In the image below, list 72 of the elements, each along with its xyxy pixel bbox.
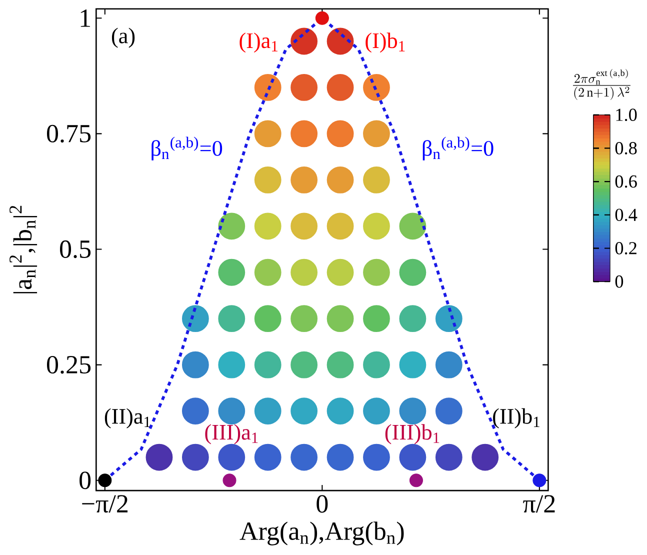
point xyxy=(290,212,318,240)
point xyxy=(182,398,209,425)
point xyxy=(326,74,354,101)
point xyxy=(399,398,426,425)
point xyxy=(435,305,462,332)
point xyxy=(363,305,390,332)
point xyxy=(326,166,354,194)
annotation: β$_{n}$$^{(a,b)}$=0 xyxy=(152,136,222,160)
x-axis-title: Arg(a$_{n}$),Arg(b$_{n}$) xyxy=(240,522,404,546)
x-tick-label: −π/2 xyxy=(82,495,128,513)
x-tick-label: 0 xyxy=(316,495,328,513)
color-bar-label: 0.6 xyxy=(615,175,637,188)
point xyxy=(363,212,390,240)
point xyxy=(399,212,426,240)
point xyxy=(326,398,354,425)
point xyxy=(399,305,426,332)
y-tick-label: 0.75 xyxy=(46,124,91,143)
point xyxy=(363,74,390,101)
point xyxy=(363,398,390,425)
annotation: (I)b$_{1}$ xyxy=(366,32,405,53)
annotation: (III)b$_{1}$ xyxy=(385,424,440,444)
point xyxy=(254,305,282,332)
point xyxy=(326,258,354,286)
point xyxy=(182,351,209,378)
point xyxy=(326,351,354,378)
point xyxy=(326,305,354,332)
point xyxy=(399,351,426,378)
point xyxy=(290,305,318,332)
point xyxy=(290,398,318,425)
y-axis-title: |a$_{n}$|$^{2}$,|b$_{n}$|$^{2}$ xyxy=(10,206,38,294)
color-bar-label: 0 xyxy=(615,275,624,288)
point xyxy=(290,166,318,194)
point xyxy=(254,258,282,286)
point xyxy=(254,120,282,148)
point xyxy=(218,351,246,378)
point xyxy=(435,398,462,425)
color-bar-label: 0.8 xyxy=(615,142,637,154)
point xyxy=(290,74,318,101)
annotation: β$_{n}$$^{(a,b)}$=0 xyxy=(422,136,494,160)
color-bar-title: $\frac{2\pi\sigma_{\mathrm{n}}^{\mathrm{ext}\,(\mathrm{a},\mathrm{b})}}{(2\,\mathrm{n}+1)\,\lambda^{2}}$ xyxy=(573,69,630,100)
annotation: (a) xyxy=(112,28,135,48)
point xyxy=(399,258,426,286)
point xyxy=(218,212,246,240)
point xyxy=(254,212,282,240)
annotation: (II)b$_{1}$ xyxy=(493,408,540,428)
point xyxy=(290,351,318,378)
point xyxy=(363,120,390,148)
y-tick-label: 0.5 xyxy=(60,240,91,258)
color-bar-label: 0.4 xyxy=(615,208,638,222)
point xyxy=(254,398,282,425)
point xyxy=(218,398,246,425)
point xyxy=(218,258,246,286)
y-tick-label: 1 xyxy=(80,10,90,27)
point xyxy=(254,351,282,378)
x-tick-label: π/2 xyxy=(523,495,555,513)
point xyxy=(218,305,246,332)
point xyxy=(435,351,462,378)
point xyxy=(363,258,390,286)
point xyxy=(326,120,354,148)
point xyxy=(254,166,282,194)
point xyxy=(363,351,390,378)
y-tick-label: 0 xyxy=(80,472,91,490)
color-bar-label: 1.0 xyxy=(616,108,637,122)
point xyxy=(326,212,354,240)
annotation: (II)a$_{1}$ xyxy=(104,408,150,428)
annotation: (I)a$_{1}$ xyxy=(240,32,278,53)
color-bar-label: 0.2 xyxy=(615,242,636,254)
annotation: (III)a$_{1}$ xyxy=(205,424,258,444)
point xyxy=(290,120,318,148)
y-tick-label: 0.25 xyxy=(46,356,91,374)
point xyxy=(363,166,390,194)
point xyxy=(290,258,318,286)
